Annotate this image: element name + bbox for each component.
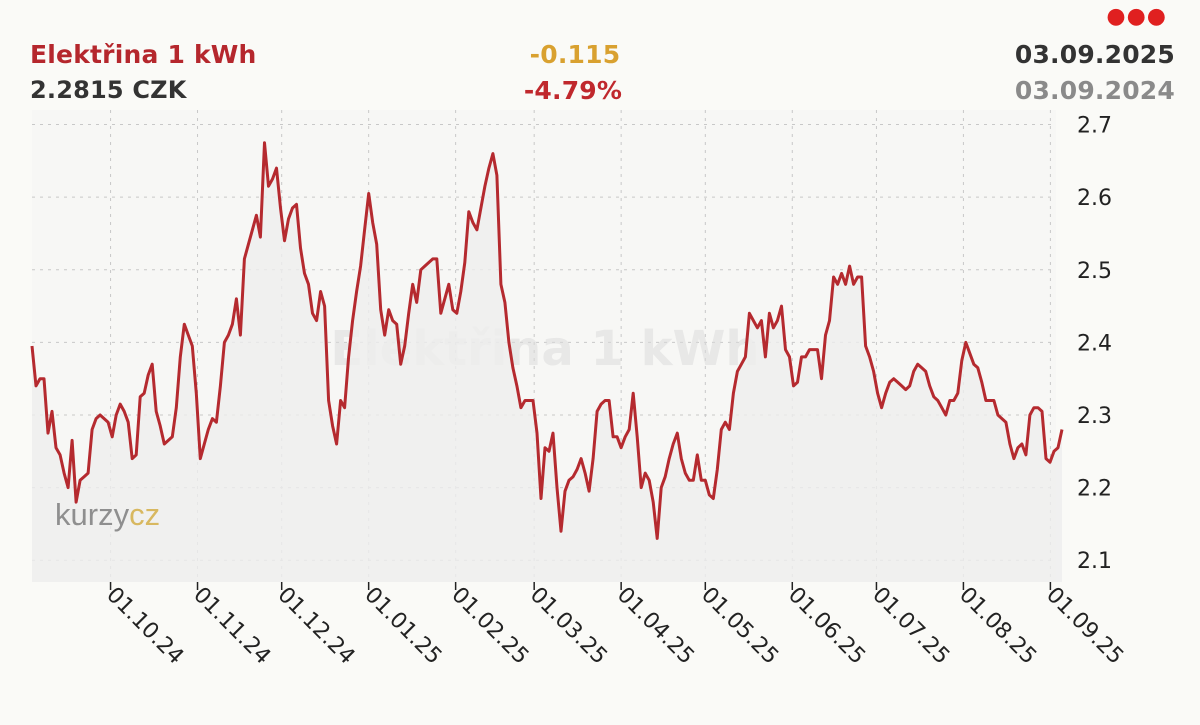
x-tick-label: 01.01.25 <box>359 583 446 670</box>
instrument-title: Elektřina 1 kWh <box>30 40 257 69</box>
y-tick-label: 2.4 <box>1077 331 1112 356</box>
y-tick-label: 2.2 <box>1077 477 1112 502</box>
x-tick-label: 01.11.24 <box>188 583 275 670</box>
change-percent: -4.79% <box>523 76 623 105</box>
date-end: 03.09.2025 <box>1014 40 1175 69</box>
more-dots-icon[interactable]: ●●● <box>1106 4 1167 29</box>
y-axis: 2.1 2.2 2.3 2.4 2.5 2.6 2.7 <box>1077 114 1112 575</box>
x-tick-label: 01.02.25 <box>446 583 533 670</box>
x-tick-label: 01.05.25 <box>696 583 783 670</box>
current-price: 2.2815 CZK <box>30 76 187 104</box>
x-tick-label: 01.08.25 <box>954 583 1041 670</box>
y-tick-label: 2.7 <box>1077 114 1112 139</box>
date-start: 03.09.2024 <box>1014 76 1175 105</box>
y-tick-label: 2.5 <box>1077 259 1112 284</box>
y-tick-label: 2.6 <box>1077 186 1112 211</box>
logo-left: kurzy <box>55 497 130 532</box>
y-tick-label: 2.1 <box>1077 549 1112 574</box>
y-tick-label: 2.3 <box>1077 404 1112 429</box>
logo: kurzycz <box>55 497 160 532</box>
x-tick-label: 01.10.24 <box>101 583 188 670</box>
x-tick-label: 01.09.25 <box>1041 583 1128 670</box>
x-tick-label: 01.03.25 <box>525 583 612 670</box>
x-tick-label: 01.06.25 <box>783 583 870 670</box>
x-tick-label: 01.04.25 <box>612 583 699 670</box>
series-area <box>32 142 1062 582</box>
x-tick-label: 01.12.24 <box>272 583 359 670</box>
logo-right: cz <box>129 497 160 532</box>
series-line <box>30 141 1064 540</box>
change-absolute: -0.115 <box>529 40 621 69</box>
x-tick-label: 01.07.25 <box>867 583 954 670</box>
